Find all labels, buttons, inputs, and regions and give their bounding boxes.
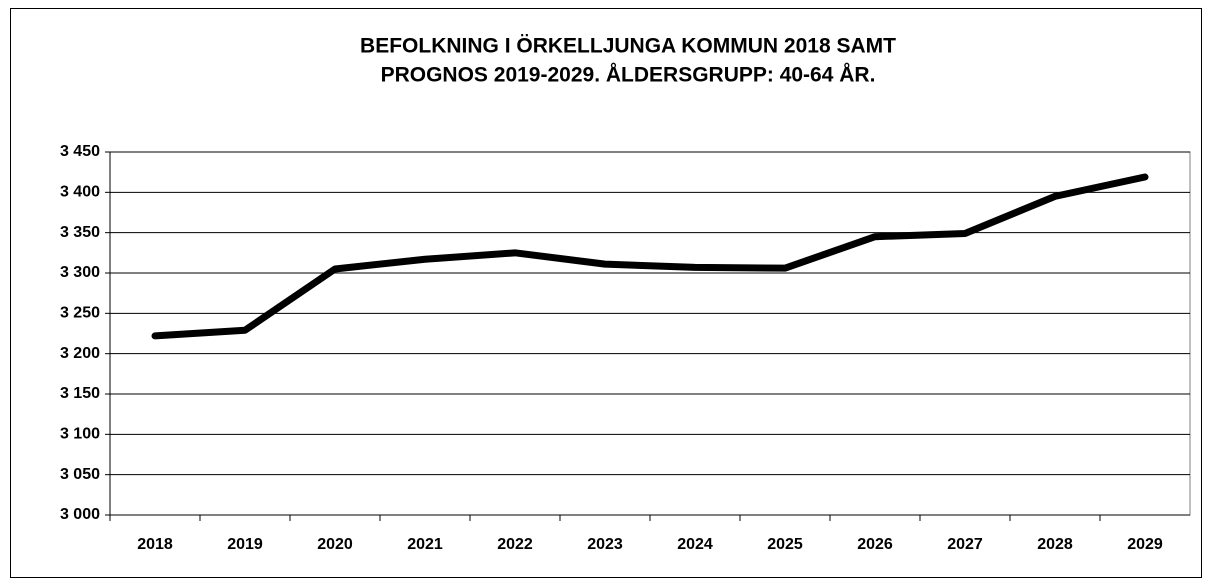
y-tick-label: 3 100 (60, 426, 100, 443)
x-tick-label: 2029 (1127, 536, 1163, 553)
y-tick-label: 3 400 (60, 184, 100, 201)
x-tick-label: 2022 (497, 536, 533, 553)
data-line (151, 173, 1149, 340)
y-tick-label: 3 200 (60, 345, 100, 362)
x-tick-label: 2028 (1037, 536, 1073, 553)
y-tick-label: 3 350 (60, 224, 100, 241)
x-tick-label: 2021 (407, 536, 443, 553)
x-tick-label: 2019 (227, 536, 263, 553)
y-tick-label: 3 150 (60, 385, 100, 402)
x-tick-label: 2020 (317, 536, 353, 553)
y-tick-label: 3 300 (60, 264, 100, 281)
x-tick-label: 2024 (677, 536, 713, 553)
x-tick-label: 2025 (767, 536, 803, 553)
x-tick-label: 2026 (857, 536, 893, 553)
chart-title: BEFOLKNING I ÖRKELLJUNGA KOMMUN 2018 SAM… (360, 35, 896, 58)
x-tick-label: 2018 (137, 536, 173, 553)
y-tick-label: 3 250 (60, 305, 100, 322)
x-tick-label: 2027 (947, 536, 983, 553)
x-tick-label: 2023 (587, 536, 623, 553)
y-tick-label: 3 050 (60, 466, 100, 483)
chart-title: PROGNOS 2019-2029. ÅLDERSGRUPP: 40-64 ÅR… (381, 63, 876, 87)
y-tick-label: 3 450 (60, 143, 100, 160)
y-tick-label: 3 000 (60, 506, 100, 523)
